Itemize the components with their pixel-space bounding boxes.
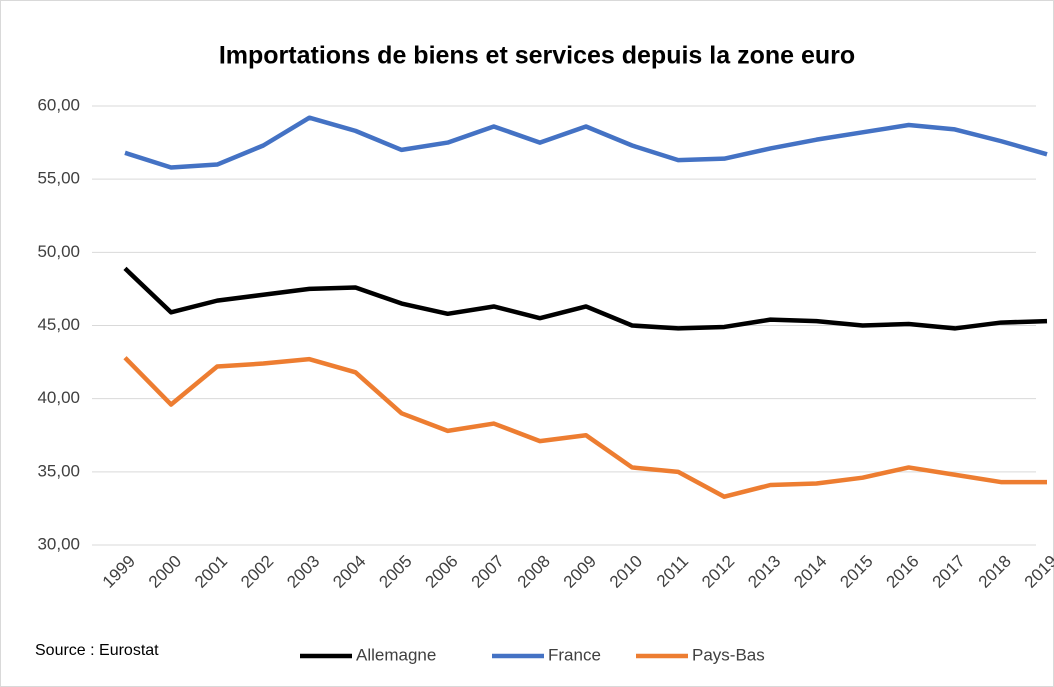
y-tick-label: 55,00 xyxy=(37,169,80,188)
y-tick-label: 30,00 xyxy=(37,534,80,553)
legend-label: Allemagne xyxy=(356,645,436,664)
series-line xyxy=(123,356,1047,499)
series-line xyxy=(124,115,1048,170)
source-note: Source : Eurostat xyxy=(35,642,159,659)
y-tick-label: 35,00 xyxy=(37,461,80,480)
legend-label: Pays-Bas xyxy=(692,645,765,664)
chart-title: Importations de biens et services depuis… xyxy=(219,42,855,70)
series-line xyxy=(123,266,1048,331)
legend-label: France xyxy=(548,645,601,664)
y-tick-label: 45,00 xyxy=(37,315,80,334)
y-tick-label: 60,00 xyxy=(37,95,80,114)
y-tick-label: 40,00 xyxy=(37,388,80,407)
y-tick-label: 50,00 xyxy=(37,242,80,261)
